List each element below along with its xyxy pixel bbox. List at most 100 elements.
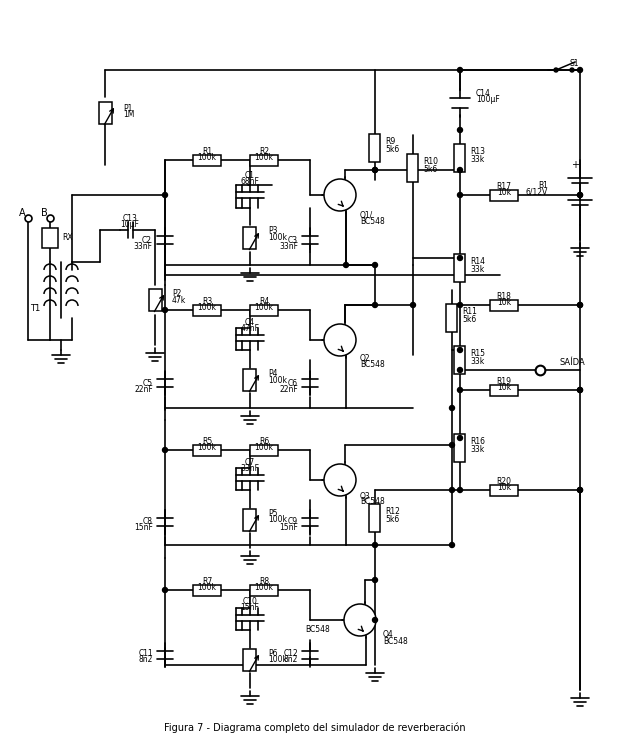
Circle shape (457, 192, 462, 197)
Circle shape (343, 262, 348, 268)
Bar (193, 444, 221, 455)
Bar (250, 585, 278, 596)
Circle shape (449, 542, 454, 548)
Text: R19: R19 (496, 376, 512, 386)
Text: Q3: Q3 (360, 491, 370, 500)
Text: 22nF: 22nF (279, 384, 298, 393)
Circle shape (457, 367, 462, 372)
Text: SAÍDA: SAÍDA (560, 358, 586, 367)
Text: 33k: 33k (470, 154, 484, 163)
Circle shape (449, 443, 454, 448)
Bar (447, 304, 457, 332)
Text: R11: R11 (462, 307, 477, 316)
Text: C11: C11 (138, 649, 153, 658)
Text: R20: R20 (496, 477, 512, 486)
Text: R1: R1 (202, 146, 212, 155)
Text: 100k: 100k (268, 375, 287, 384)
Text: 100k: 100k (255, 443, 273, 452)
Bar (454, 346, 466, 374)
Text: R15: R15 (470, 349, 485, 358)
Text: C13: C13 (123, 214, 137, 222)
Text: 10k: 10k (497, 298, 511, 307)
Text: Q4: Q4 (383, 630, 394, 639)
Bar (490, 485, 518, 496)
Circle shape (457, 302, 462, 307)
Text: B: B (40, 208, 47, 218)
Text: R18: R18 (496, 291, 512, 301)
Circle shape (457, 168, 462, 172)
Bar (244, 509, 256, 531)
Circle shape (578, 67, 583, 72)
Text: 8n2: 8n2 (284, 655, 298, 664)
Text: 8n2: 8n2 (139, 655, 153, 664)
Circle shape (578, 387, 583, 392)
Bar (193, 304, 221, 316)
Text: 5k6: 5k6 (385, 514, 399, 523)
Bar (250, 154, 278, 166)
Circle shape (372, 262, 377, 268)
Text: B1: B1 (538, 180, 548, 189)
Bar (454, 144, 466, 172)
Text: P4: P4 (268, 369, 277, 378)
Circle shape (578, 192, 583, 197)
Text: A: A (19, 208, 25, 218)
Text: 15nF: 15nF (134, 523, 153, 533)
Text: 5k6: 5k6 (423, 165, 437, 174)
Circle shape (570, 68, 574, 72)
Circle shape (324, 179, 356, 211)
Text: C8: C8 (143, 517, 153, 526)
Circle shape (578, 302, 583, 307)
Text: 15nF: 15nF (241, 604, 260, 613)
Text: R4: R4 (259, 296, 269, 305)
Text: C6: C6 (288, 378, 298, 387)
Text: C7: C7 (245, 457, 255, 466)
Circle shape (578, 302, 583, 307)
Bar (244, 227, 256, 249)
Circle shape (372, 542, 377, 548)
Text: P6: P6 (268, 649, 277, 658)
Text: 100k: 100k (268, 233, 287, 242)
Bar (244, 649, 256, 671)
Text: Q1/: Q1/ (360, 211, 373, 219)
Text: 5k6: 5k6 (385, 145, 399, 154)
Text: 33k: 33k (470, 444, 484, 454)
Text: R12: R12 (385, 506, 400, 516)
Text: 47nF: 47nF (241, 324, 260, 333)
Bar (42, 228, 58, 248)
Circle shape (372, 168, 377, 172)
Text: RX: RX (62, 233, 72, 242)
Text: S1: S1 (570, 58, 580, 67)
Text: 10μF: 10μF (120, 219, 139, 228)
Text: 33k: 33k (470, 356, 484, 366)
Circle shape (457, 256, 462, 261)
Circle shape (163, 307, 168, 313)
Bar (193, 154, 221, 166)
Text: BC548: BC548 (383, 636, 408, 645)
Text: C3: C3 (288, 236, 298, 245)
Text: 15nF: 15nF (279, 523, 298, 533)
Circle shape (449, 488, 454, 492)
Circle shape (324, 324, 356, 356)
Text: R14: R14 (470, 256, 485, 265)
Text: R8: R8 (259, 576, 269, 585)
Text: 10k: 10k (497, 188, 511, 197)
Text: 1M: 1M (123, 109, 134, 118)
Circle shape (457, 387, 462, 392)
Circle shape (163, 448, 168, 452)
Text: 100k: 100k (268, 514, 287, 523)
Text: 5k6: 5k6 (462, 315, 476, 324)
Bar (193, 585, 221, 596)
Text: C2: C2 (142, 236, 152, 245)
Circle shape (578, 488, 583, 492)
Text: 10k: 10k (497, 383, 511, 392)
Text: R17: R17 (496, 182, 512, 191)
Text: C4: C4 (245, 318, 255, 327)
Circle shape (578, 192, 583, 197)
Text: Figura 7 - Diagrama completo del simulador de reverberación: Figura 7 - Diagrama completo del simulad… (164, 723, 466, 733)
Text: 100k: 100k (197, 302, 217, 312)
Text: 6/12V: 6/12V (526, 188, 548, 197)
Bar (490, 189, 518, 200)
Text: 10k: 10k (497, 483, 511, 491)
Text: P2: P2 (172, 288, 181, 298)
Circle shape (537, 367, 542, 372)
